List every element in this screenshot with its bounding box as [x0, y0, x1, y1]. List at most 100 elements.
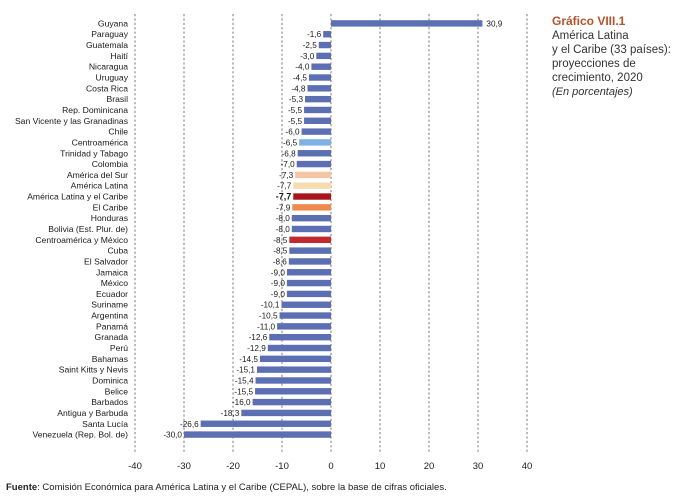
value-label: -7,9 [276, 203, 291, 212]
category-label: Honduras [91, 213, 128, 223]
bar [200, 420, 331, 427]
value-label: -14,5 [239, 355, 258, 364]
bar [293, 182, 331, 189]
value-label: -3,0 [300, 52, 315, 61]
bar [291, 225, 331, 233]
bar [281, 301, 331, 308]
value-label: -6,8 [282, 149, 297, 158]
bar [331, 20, 483, 27]
category-label: México [101, 278, 128, 288]
category-labels: GuyanaParaguayGuatemalaHaitíNicaraguaUru… [15, 18, 129, 439]
bar [267, 344, 331, 352]
x-tick-label: -40 [128, 461, 142, 472]
category-label: Jamaica [96, 267, 128, 277]
value-label: -9,0 [271, 279, 286, 288]
value-label: -10,5 [259, 312, 278, 321]
value-label: -2,5 [303, 41, 318, 50]
bar [305, 95, 331, 103]
value-label: -8,0 [276, 214, 291, 223]
category-label: Venezuela (Rep. Bol. de) [32, 430, 128, 440]
bar-chart: GuyanaParaguayGuatemalaHaitíNicaraguaUru… [15, 14, 532, 472]
category-label: Centroamérica [72, 137, 129, 147]
value-label: -5,5 [288, 106, 303, 115]
category-label: América del Sur [67, 170, 128, 180]
bar [291, 214, 331, 222]
bar [296, 160, 331, 168]
figure-label: Gráfico VIII.1 [552, 14, 626, 28]
bar [279, 312, 331, 319]
value-label: -9,0 [271, 268, 286, 277]
category-label: Suriname [91, 300, 128, 310]
value-labels: 30,9 -1,6 -2,5 -3,0 -4,0 -4,5-4,8 -5,3 -5,5 -5,5… [163, 19, 502, 439]
bar [299, 139, 331, 146]
category-label: Belice [105, 386, 129, 396]
category-label: Santa Lucía [82, 419, 128, 429]
value-label: -4,8 [291, 84, 306, 93]
bar [304, 117, 331, 124]
value-label: -4,0 [295, 63, 310, 72]
bar [295, 171, 331, 179]
category-label: América Latina y el Caribe [27, 192, 128, 202]
value-label: -8,5 [273, 236, 288, 245]
x-tick-label: 0 [328, 461, 333, 472]
category-label: Paraguay [91, 29, 128, 39]
x-tick-label: -30 [177, 461, 191, 472]
bar [288, 258, 331, 265]
value-label: -7,3 [279, 171, 294, 180]
category-label: Cuba [107, 246, 128, 256]
title-line: y el Caribe (33 países): [552, 44, 671, 56]
category-label: Bahamas [92, 354, 128, 364]
bar [301, 128, 331, 135]
value-label: -6,5 [283, 138, 298, 147]
category-label: Perú [110, 343, 128, 353]
x-tick-label: -10 [275, 461, 289, 472]
value-label: -15,5 [234, 387, 253, 396]
category-label: Saint Kitts y Nevis [59, 365, 128, 375]
value-label: -30,0 [163, 431, 182, 440]
bar [307, 85, 331, 92]
bar [184, 431, 331, 438]
bar [241, 409, 331, 417]
bar [252, 398, 331, 406]
bar [257, 366, 331, 373]
bar [286, 279, 331, 287]
bar [269, 333, 331, 341]
category-label: Costa Rica [86, 83, 128, 93]
value-label: -15,1 [236, 366, 255, 375]
bar [289, 236, 331, 244]
title-line: crecimiento, 2020 [552, 72, 643, 84]
bar [311, 63, 331, 70]
category-label: América Latina [71, 181, 129, 191]
bar [292, 204, 331, 211]
bar [255, 388, 331, 395]
value-label: -26,6 [180, 420, 199, 429]
x-axis-ticks: -40 -30 -20 -10 0 10 20 30 40 [128, 461, 532, 472]
category-label: Uruguay [96, 73, 129, 83]
value-label: -12,9 [247, 344, 266, 353]
source-note: Fuente: Comisión Económica para América … [6, 482, 447, 493]
value-label: -5,5 [288, 117, 303, 126]
bar [259, 355, 331, 363]
source-key: Fuente [6, 482, 38, 493]
bar [318, 41, 331, 49]
x-tick-label: 10 [375, 461, 386, 472]
category-label: Antigua y Barbuda [57, 408, 128, 418]
category-label: Nicaragua [89, 62, 128, 72]
bar [286, 290, 331, 298]
bar [286, 269, 331, 276]
bar [297, 150, 331, 157]
value-label: -7,7 [276, 192, 292, 202]
value-label: -9,0 [271, 290, 286, 299]
category-label: Guyana [98, 18, 128, 28]
value-label: -4,5 [293, 74, 308, 83]
bar [289, 247, 331, 254]
value-label: -7,0 [281, 160, 296, 169]
category-label: San Vicente y las Granadinas [15, 116, 128, 126]
category-label: Colombia [92, 159, 129, 169]
bar [293, 193, 331, 200]
source-text: : Comisión Económica para América Latina… [37, 482, 447, 493]
value-label: -7,7 [277, 182, 292, 191]
value-label: -5,3 [289, 95, 304, 104]
x-tick-label: -20 [226, 461, 240, 472]
value-label: -6,0 [285, 128, 300, 137]
